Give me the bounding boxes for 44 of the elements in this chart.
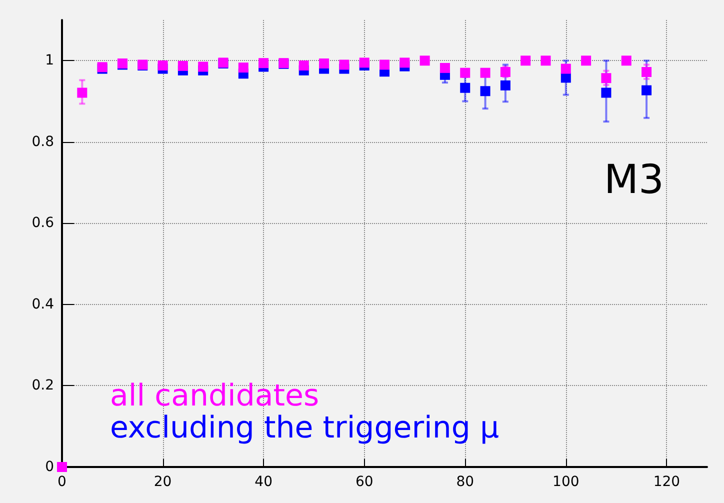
- point: [57, 462, 67, 472]
- point: [158, 60, 168, 71]
- point: [540, 56, 551, 66]
- x-tick-label: 80: [456, 474, 474, 490]
- point: [460, 82, 470, 93]
- point: [480, 86, 490, 96]
- x-tick-label: 120: [653, 474, 680, 490]
- point: [319, 58, 330, 68]
- point: [500, 80, 510, 90]
- point: [359, 58, 370, 68]
- point: [520, 56, 531, 66]
- x-tick-label: 40: [254, 474, 272, 490]
- point: [238, 62, 248, 73]
- y-tick-label: 0: [45, 459, 54, 475]
- point: [642, 85, 652, 96]
- point: [621, 56, 632, 66]
- y-tick-label: 0.8: [32, 134, 54, 150]
- x-tick-label: 0: [58, 474, 66, 490]
- annotation: M3: [604, 157, 664, 203]
- point: [258, 58, 269, 68]
- point: [560, 64, 571, 74]
- y-tick-label: 0.6: [32, 215, 54, 232]
- point: [601, 88, 612, 98]
- point: [298, 60, 309, 71]
- y-tick-label: 1: [45, 52, 54, 69]
- point: [198, 62, 208, 72]
- y-tick-label: 0.4: [32, 296, 54, 312]
- point: [601, 73, 612, 84]
- x-tick-label: 60: [355, 474, 374, 490]
- point: [440, 62, 450, 73]
- point: [642, 67, 652, 78]
- text: all candidates: [110, 378, 320, 414]
- point: [480, 68, 490, 78]
- point: [581, 56, 592, 66]
- point: [400, 58, 410, 68]
- text: excluding the triggering μ: [110, 410, 500, 446]
- point: [339, 60, 350, 70]
- x-tick-label: 100: [552, 474, 580, 490]
- y-tick-label: 0.2: [32, 378, 54, 394]
- point: [77, 88, 88, 98]
- x-tick-label: 20: [154, 474, 172, 490]
- point: [420, 56, 430, 66]
- point: [178, 60, 188, 71]
- point: [380, 60, 390, 70]
